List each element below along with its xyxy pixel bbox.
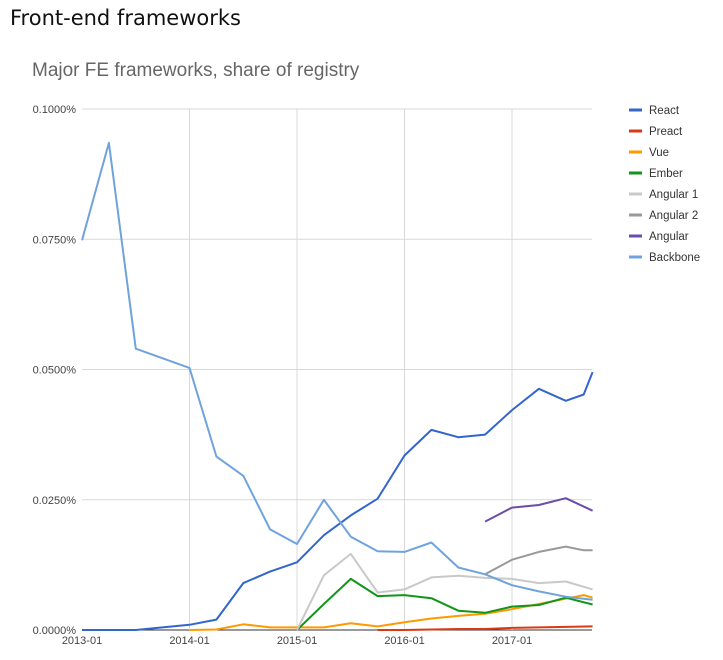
axes: 0.0000% 0.0250% 0.0500% 0.0750% 0.1000% 2013-… [33, 104, 533, 647]
y-tick-label: 0.1000% [33, 104, 77, 116]
legend-swatch [629, 213, 642, 217]
legend-swatch [629, 108, 642, 112]
y-tick-label: 0.0250% [33, 495, 77, 507]
series-line-vue [189, 594, 593, 631]
series-line-angular-1 [296, 552, 593, 631]
y-tick-label: 0.0750% [33, 234, 77, 246]
x-tick-label: 2015-01 [277, 635, 317, 647]
legend-label: Ember [649, 168, 683, 180]
series-line-backbone [81, 141, 593, 601]
legend-swatch [629, 255, 642, 259]
y-tick-label: 0.0000% [33, 625, 77, 637]
chart-title: Major FE frameworks, share of registry [32, 60, 360, 81]
legend: React Preact Vue Ember Angular 1 Angular 2 Ang… [629, 105, 700, 264]
page-heading: Front-end frameworks [10, 6, 241, 30]
legend-label: Angular [649, 231, 689, 243]
legend-swatch [629, 192, 642, 196]
legend-swatch [629, 171, 642, 175]
series-line-angular-2 [484, 545, 593, 576]
legend-swatch [629, 150, 642, 154]
series-lines [81, 141, 594, 631]
legend-swatch [629, 234, 642, 238]
legend-label: Backbone [649, 252, 700, 264]
x-tick-label: 2016-01 [384, 635, 424, 647]
legend-label: Preact [649, 126, 683, 138]
series-line-react [82, 371, 594, 631]
legend-label: Vue [649, 147, 669, 159]
x-tick-label: 2013-01 [62, 635, 102, 647]
legend-label: Angular 1 [649, 189, 698, 201]
gridlines [82, 108, 592, 631]
x-tick-label: 2014-01 [169, 635, 209, 647]
y-tick-label: 0.0500% [33, 365, 77, 377]
series-line-angular [484, 497, 594, 523]
legend-label: React [649, 105, 680, 117]
series-line-ember [296, 577, 593, 631]
x-tick-label: 2017-01 [492, 635, 532, 647]
series-line-preact [377, 625, 593, 631]
legend-swatch [629, 129, 642, 133]
legend-label: Angular 2 [649, 210, 698, 222]
